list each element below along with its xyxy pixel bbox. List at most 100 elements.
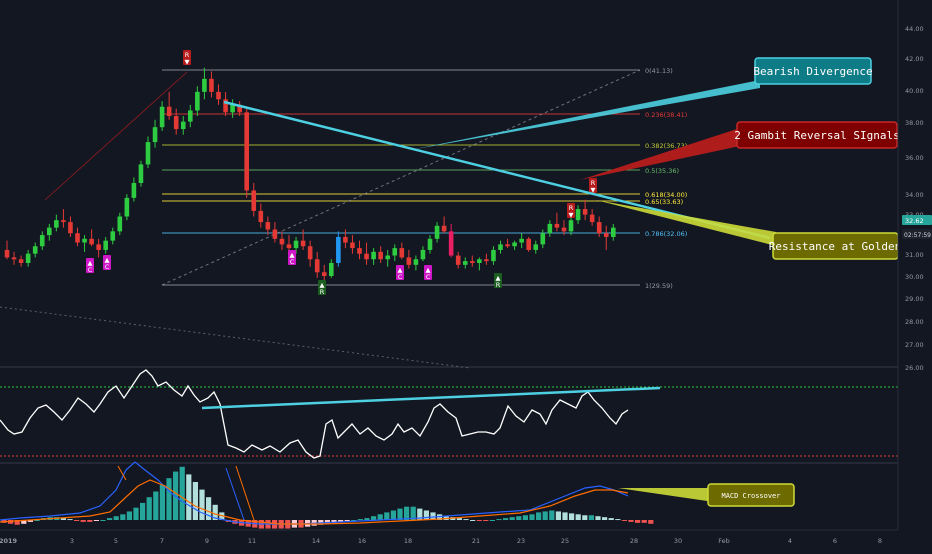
macd-histogram-bar [397,508,403,520]
marker-letter: R [591,179,596,187]
macd-histogram-bar [476,520,482,521]
macd-histogram-bar [390,510,396,520]
marker-arrow: ▲ [398,266,403,274]
macd-histogram-bar [595,516,601,520]
gambit-reversal-callout [736,121,898,149]
candle-body [519,238,524,243]
uptrend-line [44,71,188,201]
reversal-marker [318,280,326,295]
reversal-marker [494,273,502,288]
macd-histogram-bar [8,520,14,524]
price-tick-label: 44.00 [905,25,924,33]
time-tick-label: 23 [517,537,525,545]
crossover-marker [288,250,296,265]
fib-level-label: 0.65(33.63) [645,198,683,206]
candle-body [293,240,299,249]
candle-body [188,110,193,122]
fib-level-label: 0.382(36.73) [645,142,687,150]
macd-histogram-bar [120,514,126,520]
macd-histogram-bar [542,511,548,520]
price-tick-label: 28.00 [905,318,924,326]
reversal-marker [567,203,575,218]
macd-crossover-pointer [618,488,714,502]
price-tick-label: 31.00 [905,251,924,259]
time-tick-label: Feb [718,537,730,545]
marker-letter: C [88,266,93,274]
macd-histogram-bar [371,516,377,520]
macd-histogram-bar [456,518,462,520]
time-tick-label: 25 [561,537,569,545]
candle-body [173,116,179,130]
grid-layer [0,366,932,531]
bearish-divergence-callout [754,57,872,85]
macd-histogram-bar [608,518,614,520]
candle-body [378,251,383,260]
macd-histogram-bar [509,517,515,520]
candle-body [314,259,320,273]
macd-histogram-bar [212,504,218,520]
candle-body [166,106,172,117]
time-tick-label: 11 [248,537,256,545]
macd-histogram-bar [588,515,594,520]
macd-histogram-bar [93,520,99,521]
time-tick-label: 30 [674,537,682,545]
candle-body [4,249,10,258]
price-tick-label: 36.00 [905,154,924,162]
price-tick-label: 27.00 [905,341,924,349]
countdown-label: 02:57:59 [904,232,931,239]
candle-body [321,272,327,276]
macd-histogram-bar [384,512,390,520]
macd-histogram-bar [206,497,212,520]
macd-histogram-bar [536,512,542,520]
macd-histogram-bar [483,520,489,521]
macd-histogram-bar [423,510,429,520]
marker-arrow: ▲ [426,266,431,274]
candle-body [462,261,468,265]
macd-histogram-bar [153,491,159,520]
time-tick-label: 18 [404,537,412,545]
rsi-line [0,369,629,459]
macd-histogram-bar [60,518,66,520]
reversal-marker [589,178,597,193]
macd-histogram-bar [21,520,27,524]
macd-histogram-bar [377,514,383,520]
macd-histogram-bar [470,520,476,521]
candle-body [159,106,165,128]
fibonacci-layer: 0(41.13) 0.236(38.41) 0.382(36.73) 0.5(35.3… [0,67,687,369]
candle-body [195,91,200,111]
marker-arrow: ▲ [496,274,501,282]
long-dashed-trend [0,306,471,369]
fib-level-label: 0.236(38.41) [645,111,687,119]
candle-body [103,240,108,250]
time-tick-label: 3 [70,537,74,545]
candles-layer [4,67,616,284]
macd-histogram-bar [582,515,588,520]
candle-body [110,231,116,241]
candle-body [216,91,221,100]
macd-histogram-bar [575,514,581,520]
macd-histogram-bar [80,520,86,522]
marker-letter: R [185,51,190,59]
candle-body [477,259,482,263]
candle-body [82,238,87,243]
time-tick-label: 8 [878,537,882,545]
countdown-badge [902,229,932,239]
fib-level-label: 0.5(35.36) [645,167,679,175]
candle-body [124,197,130,217]
marker-letter: C [290,258,295,266]
time-tick-label: 7 [160,537,164,545]
macd-histogram-bar [67,519,73,521]
macd-histogram-bar [516,516,522,520]
macd-histogram-bar [179,466,185,520]
candle-body [385,255,390,260]
macd-histogram-bar [602,517,608,520]
candle-body [32,246,38,254]
time-tick-label: 5 [114,537,118,545]
macd-histogram-bar [87,520,93,522]
macd-histogram-bar [522,515,528,520]
candle-body [484,259,489,262]
bearish-divergence-text: Bearish Divergence [753,65,872,78]
candle-body [180,121,186,130]
